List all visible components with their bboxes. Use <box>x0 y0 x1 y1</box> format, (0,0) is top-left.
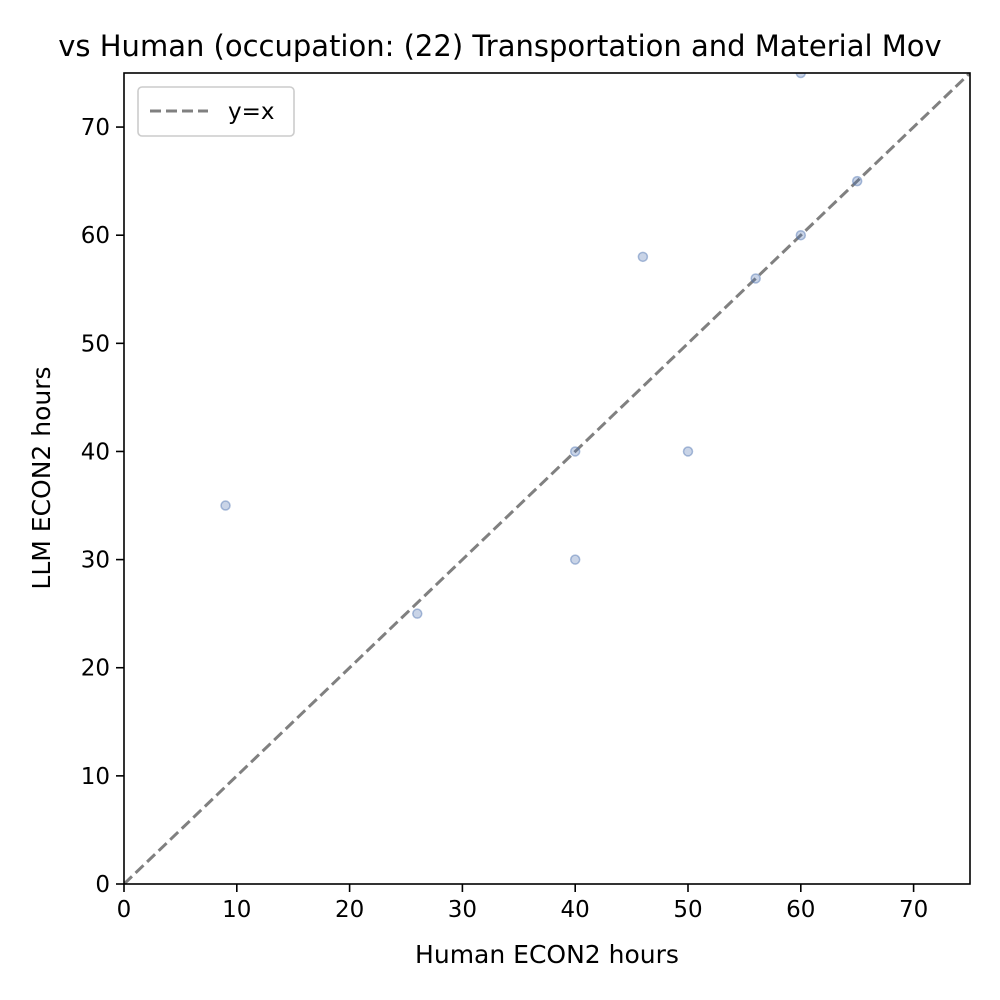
y-tick-label: 40 <box>81 439 110 465</box>
x-axis-label: Human ECON2 hours <box>415 940 679 969</box>
legend-label: y=x <box>228 99 275 125</box>
data-point <box>750 273 761 284</box>
plot-frame <box>123 72 971 885</box>
x-axis: 0 10 20 30 40 50 60 70 <box>117 884 928 923</box>
y-tick-label: 0 <box>95 872 110 898</box>
legend-box <box>137 86 295 137</box>
y-axis: 0 10 20 30 40 50 60 70 <box>81 115 124 898</box>
chart-title: vs Human (occupation: (22) Transportatio… <box>58 29 941 63</box>
y-tick-label: 50 <box>81 331 110 357</box>
legend: y=x <box>137 86 295 137</box>
x-tick-label: 70 <box>899 897 928 923</box>
y-tick-label: 30 <box>81 548 110 574</box>
data-point <box>569 554 581 565</box>
data-point <box>220 500 231 511</box>
data-point <box>682 446 694 457</box>
y-axis-label: LLM ECON2 hours <box>27 366 56 589</box>
x-tick-label: 10 <box>222 897 251 923</box>
data-point <box>795 73 807 79</box>
data-point <box>569 446 581 457</box>
y-tick-label: 70 <box>81 115 110 141</box>
y-tick-label: 10 <box>81 764 110 790</box>
data-point <box>795 229 807 241</box>
y-tick-label: 20 <box>81 656 110 682</box>
data-point <box>412 608 423 619</box>
x-tick-label: 40 <box>561 897 590 923</box>
x-tick-label: 30 <box>448 897 477 923</box>
x-tick-label: 60 <box>786 897 815 923</box>
y-tick-label: 60 <box>81 223 110 249</box>
x-tick-label: 0 <box>117 897 132 923</box>
data-point <box>637 251 649 263</box>
plot-area <box>124 73 970 884</box>
x-tick-label: 20 <box>335 897 364 923</box>
x-tick-label: 50 <box>673 897 702 923</box>
reference-line-y-equals-x <box>124 73 970 884</box>
data-point <box>851 175 863 187</box>
